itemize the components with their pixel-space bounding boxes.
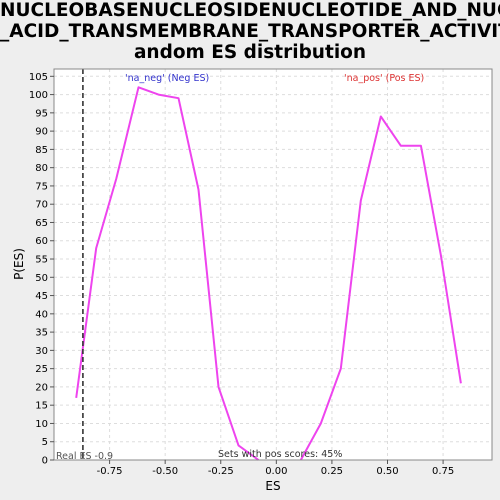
y-tick-label: 85 — [35, 145, 48, 156]
y-axis: 0 5 10 15 20 25 30 35 40 45 50 55 60 65 70 75 80 85 90 95 10… — [29, 72, 54, 467]
y-tick-label: 25 — [35, 364, 48, 375]
y-tick-label: 70 — [35, 200, 48, 211]
y-tick-label: 90 — [35, 127, 48, 138]
y-tick-label: 100 — [29, 90, 48, 101]
y-tick-label: 15 — [35, 401, 48, 412]
y-tick-label: 5 — [42, 437, 48, 448]
series-group — [75, 86, 462, 461]
plot-area — [54, 69, 492, 460]
y-tick-label: 20 — [35, 382, 48, 393]
y-tick-label: 75 — [35, 181, 48, 192]
series-line-neg — [75, 86, 260, 461]
chart-title-line-2: _ACID_TRANSMEMBRANE_TRANSPORTER_ACTIVITY… — [0, 21, 500, 42]
x-axis-label: ES — [265, 479, 280, 493]
legend-label-pos: 'na_pos' (Pos ES) — [344, 73, 424, 84]
y-tick-label: 40 — [35, 309, 48, 320]
y-tick-label: 65 — [35, 218, 48, 229]
x-tick-label: -0.75 — [97, 466, 123, 477]
chart-title-line-1: NUCLEOBASENUCLEOSIDENUCLEOTIDE_AND_NUCLE… — [0, 0, 500, 21]
plot-frame — [53, 68, 493, 461]
y-tick-label: 60 — [35, 236, 48, 247]
x-axis: -0.75 -0.50 -0.25 0.00 0.25 0.50 0.75 — [97, 460, 454, 477]
x-tick-label: 0.50 — [376, 466, 398, 477]
series-line-pos — [299, 115, 462, 461]
x-tick-label: -0.25 — [208, 466, 234, 477]
y-tick-label: 30 — [35, 346, 48, 357]
real-es-label: Real ES -0.9 — [56, 451, 113, 462]
y-tick-label: 105 — [29, 72, 48, 83]
y-tick-label: 35 — [35, 328, 48, 339]
y-tick-label: 10 — [35, 419, 48, 430]
y-tick-label: 55 — [35, 255, 48, 266]
y-tick-label: 80 — [35, 163, 48, 174]
footer-text: Sets with pos scores: 45% — [218, 449, 342, 460]
y-tick-label: 50 — [35, 273, 48, 284]
x-tick-label: 0.00 — [265, 466, 287, 477]
chart-title: NUCLEOBASENUCLEOSIDENUCLEOTIDE_AND_NUCLE… — [0, 0, 500, 63]
y-axis-label: P(ES) — [12, 248, 26, 280]
x-tick-label: -0.50 — [152, 466, 178, 477]
y-tick-label: 0 — [42, 456, 48, 467]
x-tick-label: 0.75 — [432, 466, 454, 477]
legend-label-neg: 'na_neg' (Neg ES) — [125, 73, 209, 84]
chart-title-line-3: andom ES distribution — [133, 42, 367, 63]
y-tick-label: 45 — [35, 291, 48, 302]
y-tick-label: 95 — [35, 108, 48, 119]
x-tick-label: 0.25 — [321, 466, 343, 477]
